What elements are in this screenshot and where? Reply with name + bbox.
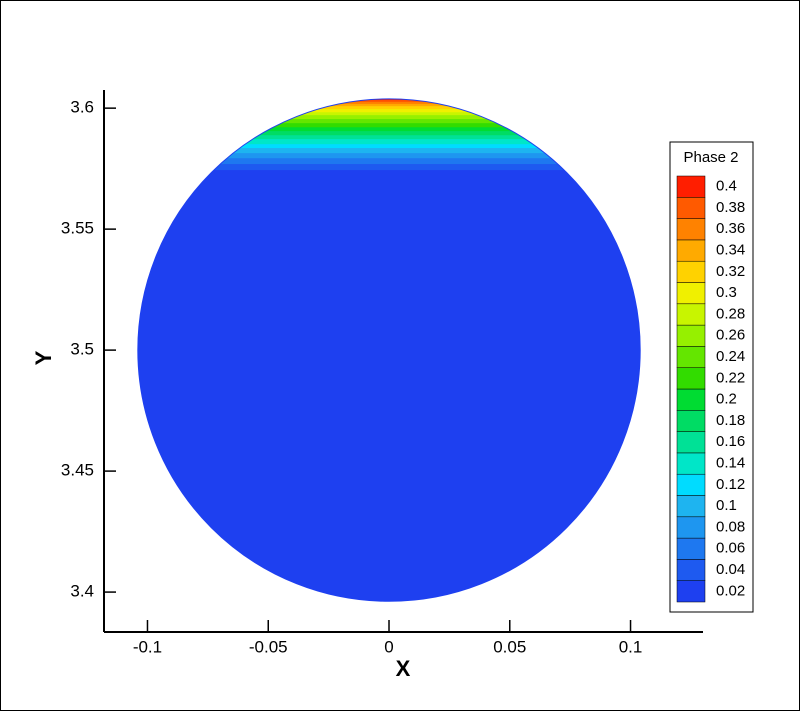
plot-area bbox=[137, 98, 641, 602]
legend-swatch bbox=[676, 324, 706, 347]
y-tick-label: 3.6 bbox=[70, 98, 94, 117]
legend-swatch bbox=[676, 559, 706, 581]
legend-swatch bbox=[676, 537, 706, 560]
legend-swatch bbox=[676, 218, 706, 241]
legend-swatch bbox=[676, 175, 706, 198]
legend-label: 0.32 bbox=[716, 263, 745, 280]
legend-label: 0.4 bbox=[716, 178, 737, 195]
domain-outline bbox=[137, 98, 641, 602]
legend-label: 0.16 bbox=[716, 433, 745, 450]
legend-swatch bbox=[676, 260, 706, 283]
legend-swatch bbox=[676, 388, 706, 411]
x-tick-label: -0.05 bbox=[249, 637, 288, 656]
legend-swatch bbox=[676, 410, 706, 432]
legend-swatch bbox=[676, 239, 706, 262]
legend-title: Phase 2 bbox=[683, 149, 738, 166]
legend-swatch bbox=[676, 452, 706, 475]
legend-label: 0.26 bbox=[716, 327, 745, 344]
legend-label: 0.24 bbox=[716, 348, 745, 365]
legend-label: 0.3 bbox=[716, 284, 737, 301]
legend-label: 0.36 bbox=[716, 220, 745, 237]
legend-label: 0.1 bbox=[716, 497, 737, 514]
legend-swatch bbox=[676, 431, 706, 454]
legend-label: 0.02 bbox=[716, 582, 745, 599]
legend-label: 0.22 bbox=[716, 369, 745, 386]
legend-label: 0.2 bbox=[716, 391, 737, 408]
legend-swatch bbox=[676, 197, 706, 219]
legend-label: 0.08 bbox=[716, 518, 745, 535]
legend-label: 0.06 bbox=[716, 540, 745, 557]
x-axis-label: X bbox=[396, 656, 411, 681]
x-tick-label: 0.1 bbox=[619, 637, 643, 656]
x-tick-label: 0 bbox=[384, 637, 393, 656]
legend-swatch bbox=[676, 367, 706, 390]
contour-band bbox=[137, 98, 641, 101]
legend-swatch bbox=[676, 303, 706, 326]
contour-band bbox=[137, 98, 641, 602]
y-tick-label: 3.55 bbox=[61, 219, 94, 238]
y-tick-label: 3.45 bbox=[61, 461, 94, 480]
x-tick-label: 0.05 bbox=[493, 637, 526, 656]
legend-swatch bbox=[676, 282, 706, 305]
legend-label: 0.04 bbox=[716, 561, 745, 578]
x-tick-label: -0.1 bbox=[133, 637, 162, 656]
y-axis-label: Y bbox=[31, 350, 56, 365]
y-tick-label: 3.5 bbox=[70, 340, 94, 359]
legend-swatch bbox=[676, 473, 706, 496]
legend-label: 0.18 bbox=[716, 412, 745, 429]
legend-label: 0.28 bbox=[716, 305, 745, 322]
legend-label: 0.12 bbox=[716, 476, 745, 493]
legend-swatch bbox=[676, 495, 706, 518]
y-tick-label: 3.4 bbox=[70, 582, 94, 601]
contour-band bbox=[137, 98, 641, 103]
legend-label: 0.34 bbox=[716, 242, 745, 259]
legend-swatch bbox=[676, 516, 706, 539]
legend-label: 0.14 bbox=[716, 455, 745, 472]
legend-label: 0.38 bbox=[716, 199, 745, 216]
legend-swatch bbox=[676, 580, 706, 603]
legend-swatch bbox=[676, 346, 706, 368]
